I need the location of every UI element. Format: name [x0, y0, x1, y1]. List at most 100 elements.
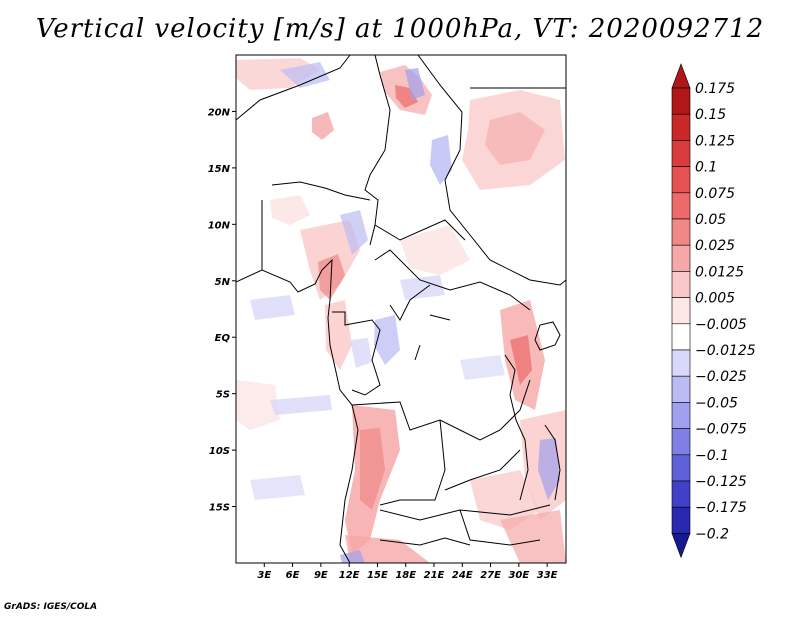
country-border: [332, 311, 381, 396]
colorbar-level-label: −0.125: [695, 474, 747, 490]
lake-shore: [534, 321, 561, 351]
lon-tick-label: 18E: [395, 570, 416, 581]
country-border: [444, 449, 521, 491]
boundaries: [236, 55, 566, 563]
velocity-patch: [405, 68, 425, 100]
colorbar-swatch: [671, 323, 691, 351]
country-border: [374, 219, 466, 241]
velocity-patch: [340, 550, 365, 563]
lat-tick-label: 5N: [215, 277, 231, 288]
lat-axis: 20N 15N 10N 5N EQ 5S 10S 15S: [208, 107, 236, 514]
lat-tick-label: 10S: [209, 446, 230, 457]
velocity-patch: [312, 112, 334, 140]
colorbar: 0.175 0.15 0.125 0.1 0.075 0.05 0.025 0.0125 0.0…: [671, 63, 756, 559]
colorbar-level-label: 0.025: [695, 238, 735, 254]
map-border: [235, 54, 567, 564]
lake-shore: [504, 354, 529, 501]
lon-axis: 3E 6E 9E 12E 15E 18E 21E 24E 27E 30E 33E: [257, 563, 558, 581]
colorbar-level-label: 0.005: [695, 291, 735, 307]
velocity-patch: [270, 195, 310, 225]
country-border: [236, 55, 351, 121]
lat-tick-label: EQ: [215, 333, 231, 344]
grads-credit: GrADS: IGES/COLA: [4, 602, 98, 612]
colorbar-swatch: [671, 271, 691, 298]
map-title: Vertical velocity [m/s] at 1000hPa, VT: …: [35, 14, 765, 44]
colorbar-swatch: [671, 506, 691, 534]
velocity-patch: [250, 475, 305, 500]
lat-tick-label: 10N: [208, 220, 231, 231]
country-border: [271, 181, 371, 201]
map-frame-group: 3E 6E 9E 12E 15E 18E 21E 24E 27E 30E 33E 20N 15N 10N…: [208, 54, 567, 581]
colorbar-swatch: [671, 480, 691, 508]
colorbar-swatch: [671, 297, 691, 325]
lon-tick-label: 3E: [257, 570, 271, 581]
colorbar-level-label: −0.2: [695, 526, 729, 542]
country-border: [351, 379, 531, 441]
velocity-patch: [236, 380, 280, 430]
lon-tick-label: 27E: [480, 570, 501, 581]
velocity-patch: [350, 338, 372, 368]
colorbar-swatch: [671, 218, 691, 246]
colorbar-level-label: −0.075: [695, 422, 747, 438]
country-border: [389, 284, 431, 321]
country-border: [459, 509, 541, 546]
lat-tick-label: 5S: [216, 390, 230, 401]
velocity-patch: [470, 470, 540, 530]
velocity-patch: [430, 135, 452, 185]
colorbar-level-label: 0.1: [695, 160, 717, 176]
lake-shore: [544, 424, 561, 501]
lon-tick-label: 30E: [508, 570, 529, 581]
colorbar-swatch: [671, 166, 691, 194]
colorbar-level-label: −0.025: [695, 369, 747, 385]
velocity-patch: [340, 210, 368, 255]
colorbar-bottom-arrow: [671, 533, 691, 559]
colorbar-level-label: 0.0125: [695, 264, 744, 280]
velocity-patch: [500, 510, 566, 563]
colorbar-level-label: −0.1: [695, 448, 729, 464]
country-border: [364, 55, 391, 246]
lon-tick-label: 21E: [424, 570, 445, 581]
velocity-patch: [460, 355, 505, 380]
velocity-patch: [538, 438, 560, 500]
colorbar-swatch: [671, 113, 691, 141]
lat-tick-label: 20N: [208, 107, 231, 118]
velocity-patch: [485, 112, 545, 165]
country-border: [379, 419, 446, 506]
colorbar-level-label: 0.15: [695, 107, 726, 123]
velocity-patch: [510, 335, 532, 385]
colorbar-swatch: [671, 140, 691, 167]
lat-tick-label: 15S: [209, 503, 230, 514]
velocity-patch: [374, 315, 400, 365]
lon-tick-label: 9E: [314, 570, 328, 581]
velocity-patch: [280, 62, 330, 88]
colorbar-level-label: 0.125: [695, 133, 735, 149]
velocity-patch: [270, 395, 332, 415]
velocity-patch: [345, 535, 430, 563]
colorbar-level-label: 0.05: [695, 212, 726, 228]
colorbar-swatch: [671, 349, 691, 377]
river: [414, 314, 451, 361]
country-border: [417, 55, 566, 286]
colorbar-swatch: [671, 402, 691, 429]
lon-tick-label: 12E: [339, 570, 360, 581]
colorbar-swatch: [671, 428, 691, 456]
colorbar-level-label: 0.075: [695, 186, 735, 202]
colorbar-level-label: −0.0125: [695, 343, 756, 359]
colorbar-level-label: −0.005: [695, 317, 747, 333]
lat-tick-label: 15N: [208, 164, 231, 175]
country-border: [374, 249, 531, 311]
lon-tick-label: 15E: [367, 570, 388, 581]
colorbar-level-label: −0.175: [695, 500, 747, 516]
velocity-field: [236, 58, 566, 563]
lon-tick-label: 24E: [452, 570, 473, 581]
colorbar-swatch: [671, 192, 691, 220]
velocity-patch: [400, 275, 445, 300]
coastline: [236, 258, 359, 563]
velocity-patch: [250, 295, 295, 320]
lon-tick-label: 6E: [286, 570, 300, 581]
colorbar-swatch: [671, 244, 691, 272]
velocity-patch: [395, 85, 418, 108]
velocity-patch: [400, 225, 470, 275]
country-border: [379, 537, 471, 546]
